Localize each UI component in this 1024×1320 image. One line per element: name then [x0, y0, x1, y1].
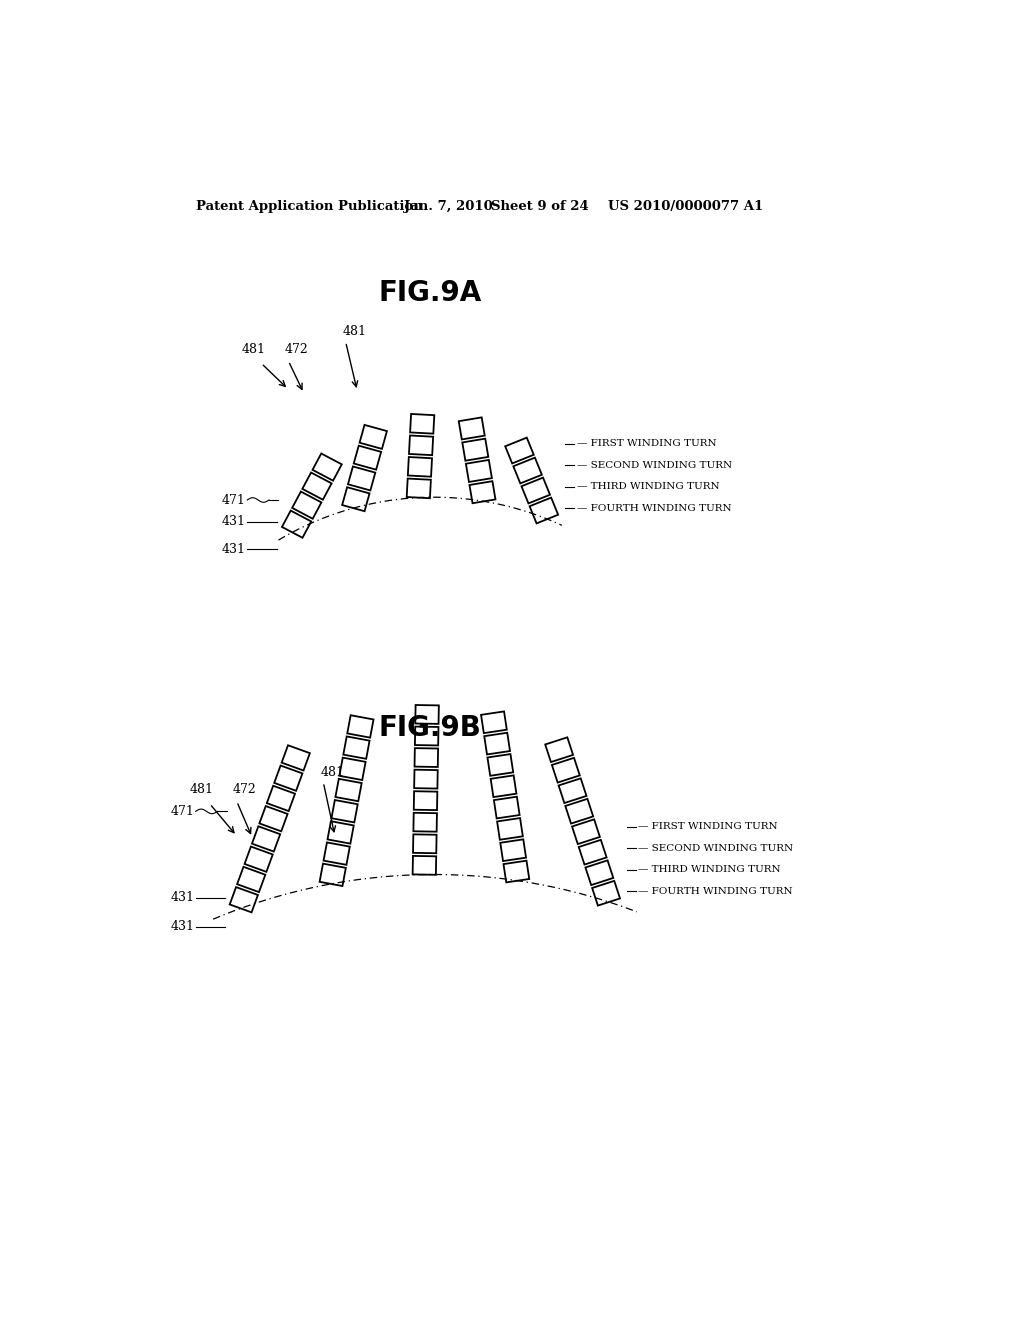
FancyBboxPatch shape	[413, 855, 436, 875]
FancyBboxPatch shape	[579, 840, 606, 865]
Text: — FIRST WINDING TURN: — FIRST WINDING TURN	[577, 440, 717, 447]
FancyBboxPatch shape	[342, 487, 370, 511]
FancyBboxPatch shape	[552, 758, 580, 783]
FancyBboxPatch shape	[504, 861, 529, 882]
FancyBboxPatch shape	[497, 818, 523, 840]
Text: — FIRST WINDING TURN: — FIRST WINDING TURN	[638, 822, 778, 832]
Text: 481: 481	[242, 343, 265, 356]
FancyBboxPatch shape	[572, 820, 600, 843]
Text: — THIRD WINDING TURN: — THIRD WINDING TURN	[638, 865, 781, 874]
FancyBboxPatch shape	[324, 842, 350, 865]
FancyBboxPatch shape	[521, 478, 550, 503]
Text: Jan. 7, 2010: Jan. 7, 2010	[403, 199, 493, 213]
Text: — FOURTH WINDING TURN: — FOURTH WINDING TURN	[577, 504, 731, 512]
FancyBboxPatch shape	[559, 779, 587, 803]
Text: 481: 481	[343, 325, 367, 338]
Text: US 2010/0000077 A1: US 2010/0000077 A1	[608, 199, 764, 213]
FancyBboxPatch shape	[545, 738, 573, 762]
FancyBboxPatch shape	[484, 733, 510, 755]
FancyBboxPatch shape	[336, 779, 361, 801]
FancyBboxPatch shape	[513, 458, 542, 483]
FancyBboxPatch shape	[319, 863, 346, 886]
FancyBboxPatch shape	[481, 711, 507, 733]
FancyBboxPatch shape	[348, 466, 376, 491]
FancyBboxPatch shape	[459, 417, 484, 440]
FancyBboxPatch shape	[416, 705, 439, 723]
FancyBboxPatch shape	[410, 414, 434, 434]
Text: — FOURTH WINDING TURN: — FOURTH WINDING TURN	[638, 887, 793, 896]
FancyBboxPatch shape	[462, 438, 488, 461]
Text: Patent Application Publication: Patent Application Publication	[197, 199, 423, 213]
Text: 471: 471	[222, 494, 246, 507]
FancyBboxPatch shape	[302, 473, 332, 500]
Text: 472: 472	[285, 343, 308, 356]
FancyBboxPatch shape	[267, 785, 295, 810]
FancyBboxPatch shape	[353, 446, 381, 470]
FancyBboxPatch shape	[490, 775, 516, 797]
FancyBboxPatch shape	[359, 425, 387, 449]
Text: 481: 481	[189, 783, 214, 796]
FancyBboxPatch shape	[407, 479, 431, 498]
FancyBboxPatch shape	[469, 482, 496, 503]
FancyBboxPatch shape	[414, 813, 437, 832]
FancyBboxPatch shape	[414, 791, 437, 810]
FancyBboxPatch shape	[415, 726, 438, 746]
FancyBboxPatch shape	[312, 454, 342, 480]
Text: Sheet 9 of 24: Sheet 9 of 24	[490, 199, 589, 213]
FancyBboxPatch shape	[592, 880, 620, 906]
FancyBboxPatch shape	[332, 800, 357, 822]
Text: — SECOND WINDING TURN: — SECOND WINDING TURN	[577, 461, 732, 470]
FancyBboxPatch shape	[414, 770, 437, 788]
Text: — SECOND WINDING TURN: — SECOND WINDING TURN	[638, 843, 794, 853]
FancyBboxPatch shape	[238, 867, 265, 892]
FancyBboxPatch shape	[229, 887, 258, 912]
FancyBboxPatch shape	[413, 834, 436, 853]
FancyBboxPatch shape	[343, 737, 370, 759]
FancyBboxPatch shape	[292, 491, 322, 519]
FancyBboxPatch shape	[501, 840, 526, 861]
FancyBboxPatch shape	[586, 861, 613, 886]
FancyBboxPatch shape	[259, 807, 288, 832]
FancyBboxPatch shape	[408, 457, 432, 477]
Text: 431: 431	[170, 891, 195, 904]
Text: — THIRD WINDING TURN: — THIRD WINDING TURN	[577, 482, 720, 491]
FancyBboxPatch shape	[487, 754, 513, 776]
FancyBboxPatch shape	[529, 498, 558, 524]
Text: 481: 481	[321, 766, 344, 779]
FancyBboxPatch shape	[415, 748, 438, 767]
Text: 431: 431	[222, 515, 246, 528]
FancyBboxPatch shape	[409, 436, 433, 455]
FancyBboxPatch shape	[347, 715, 374, 738]
FancyBboxPatch shape	[274, 766, 302, 791]
Text: FIG.9A: FIG.9A	[379, 279, 482, 308]
FancyBboxPatch shape	[282, 746, 310, 771]
FancyBboxPatch shape	[282, 511, 311, 537]
Text: 431: 431	[222, 543, 246, 556]
FancyBboxPatch shape	[505, 438, 534, 463]
FancyBboxPatch shape	[565, 799, 593, 824]
FancyBboxPatch shape	[494, 797, 519, 818]
Text: 431: 431	[170, 920, 195, 933]
FancyBboxPatch shape	[466, 459, 492, 482]
Text: 471: 471	[170, 805, 195, 818]
FancyBboxPatch shape	[245, 846, 272, 871]
FancyBboxPatch shape	[252, 826, 281, 851]
FancyBboxPatch shape	[339, 758, 366, 780]
FancyBboxPatch shape	[328, 821, 353, 843]
Text: 472: 472	[232, 783, 256, 796]
Text: FIG.9B: FIG.9B	[379, 714, 481, 742]
